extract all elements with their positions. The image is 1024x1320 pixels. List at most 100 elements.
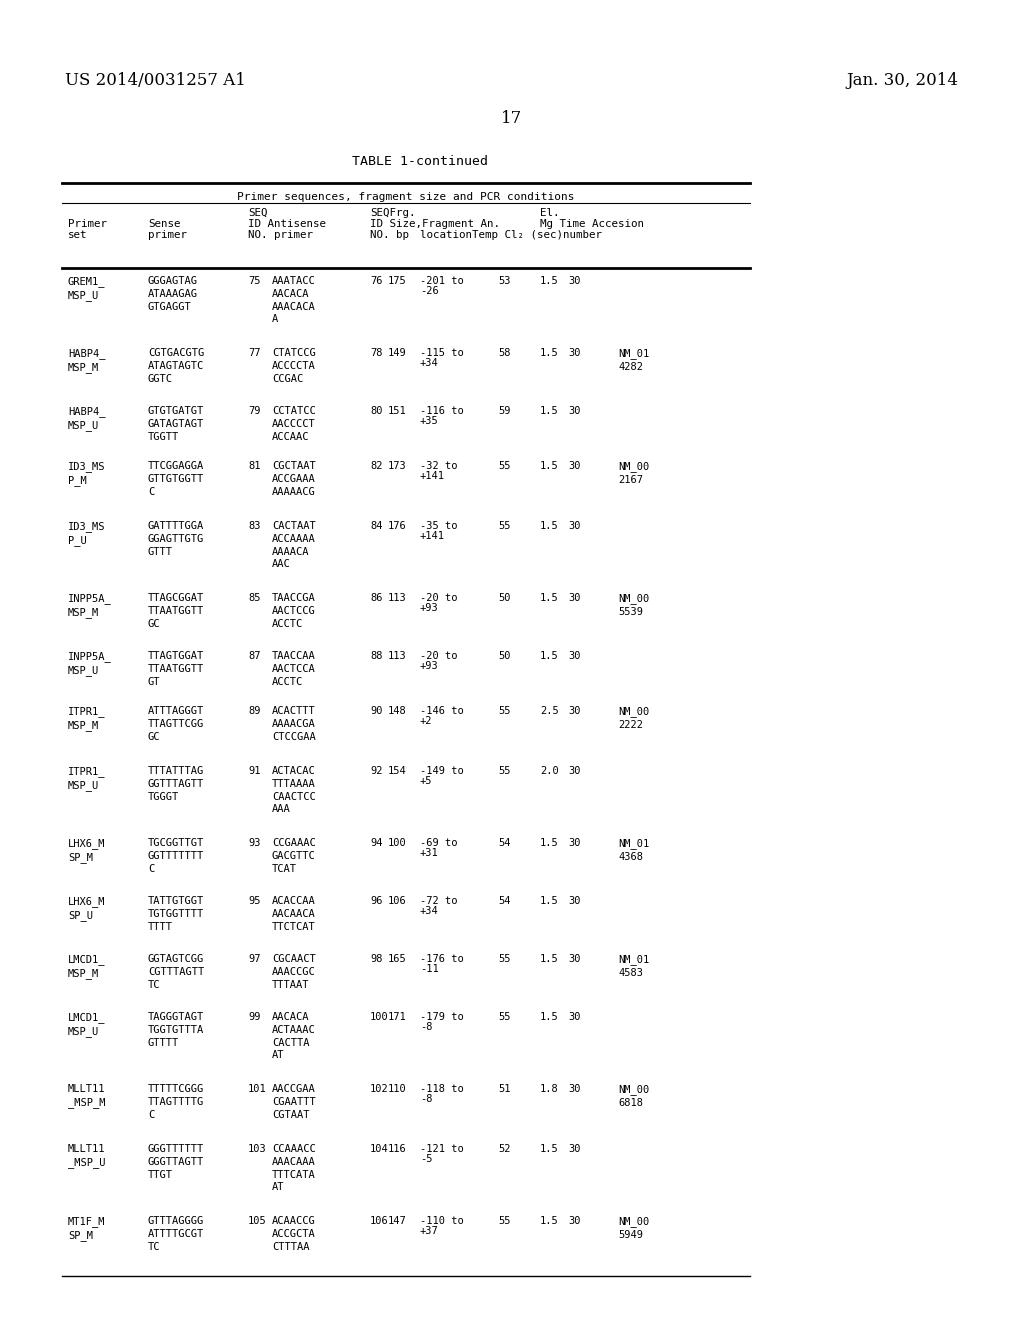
Text: 80: 80: [370, 407, 383, 416]
Text: 55: 55: [498, 1216, 511, 1226]
Text: 55: 55: [498, 766, 511, 776]
Text: CGTGACGTG
ATAGTAGTC
GGTC: CGTGACGTG ATAGTAGTC GGTC: [148, 348, 204, 384]
Text: 176: 176: [388, 521, 407, 531]
Text: CCAAACC
AAACAAA
TTTCATA
AT: CCAAACC AAACAAA TTTCATA AT: [272, 1144, 315, 1192]
Text: 88: 88: [370, 651, 383, 661]
Text: +93: +93: [420, 661, 438, 671]
Text: 78: 78: [370, 348, 383, 358]
Text: ID Antisense: ID Antisense: [248, 219, 326, 228]
Text: -69 to: -69 to: [420, 838, 458, 847]
Text: 94: 94: [370, 838, 383, 847]
Text: 89: 89: [248, 706, 260, 715]
Text: NO. primer: NO. primer: [248, 230, 313, 240]
Text: 147: 147: [388, 1216, 407, 1226]
Text: 102: 102: [370, 1084, 389, 1094]
Text: NM_00
5949: NM_00 5949: [618, 1216, 649, 1239]
Text: 30: 30: [568, 461, 581, 471]
Text: +141: +141: [420, 531, 445, 541]
Text: NM_00
5539: NM_00 5539: [618, 593, 649, 616]
Text: HABP4_
MSP_U: HABP4_ MSP_U: [68, 407, 105, 430]
Text: Jan. 30, 2014: Jan. 30, 2014: [846, 73, 958, 88]
Text: -179 to: -179 to: [420, 1012, 464, 1022]
Text: Mg Time Accesion: Mg Time Accesion: [540, 219, 644, 228]
Text: LMCD1_
MSP_M: LMCD1_ MSP_M: [68, 954, 105, 978]
Text: 154: 154: [388, 766, 407, 776]
Text: LHX6_M
SP_U: LHX6_M SP_U: [68, 896, 105, 920]
Text: 59: 59: [498, 407, 511, 416]
Text: 50: 50: [498, 651, 511, 661]
Text: 1.5: 1.5: [540, 521, 559, 531]
Text: 30: 30: [568, 838, 581, 847]
Text: 50: 50: [498, 593, 511, 603]
Text: 30: 30: [568, 593, 581, 603]
Text: Sense: Sense: [148, 219, 180, 228]
Text: ID3_MS
P_U: ID3_MS P_U: [68, 521, 105, 545]
Text: NM_01
4282: NM_01 4282: [618, 348, 649, 372]
Text: MLLT11
_MSP_U: MLLT11 _MSP_U: [68, 1144, 105, 1168]
Text: 82: 82: [370, 461, 383, 471]
Text: -32 to: -32 to: [420, 461, 458, 471]
Text: 116: 116: [388, 1144, 407, 1154]
Text: 81: 81: [248, 461, 260, 471]
Text: GGGAGTAG
ATAAAGAG
GTGAGGT: GGGAGTAG ATAAAGAG GTGAGGT: [148, 276, 198, 312]
Text: -110 to: -110 to: [420, 1216, 464, 1226]
Text: 106: 106: [370, 1216, 389, 1226]
Text: 30: 30: [568, 521, 581, 531]
Text: +2: +2: [420, 715, 432, 726]
Text: 91: 91: [248, 766, 260, 776]
Text: GGGTTTTTT
GGGTTAGTT
TTGT: GGGTTTTTT GGGTTAGTT TTGT: [148, 1144, 204, 1180]
Text: -20 to: -20 to: [420, 651, 458, 661]
Text: 99: 99: [248, 1012, 260, 1022]
Text: LMCD1_
MSP_U: LMCD1_ MSP_U: [68, 1012, 105, 1036]
Text: 110: 110: [388, 1084, 407, 1094]
Text: 2.5: 2.5: [540, 706, 559, 715]
Text: 84: 84: [370, 521, 383, 531]
Text: AACACA
ACTAAAC
CACTTA
AT: AACACA ACTAAAC CACTTA AT: [272, 1012, 315, 1060]
Text: -8: -8: [420, 1094, 432, 1104]
Text: AACCGAA
CGAATTT
CGTAAT: AACCGAA CGAATTT CGTAAT: [272, 1084, 315, 1119]
Text: 30: 30: [568, 276, 581, 286]
Text: 54: 54: [498, 896, 511, 906]
Text: ACTACAC
TTTAAAA
CAACTCC
AAA: ACTACAC TTTAAAA CAACTCC AAA: [272, 766, 315, 814]
Text: 30: 30: [568, 1144, 581, 1154]
Text: 92: 92: [370, 766, 383, 776]
Text: -118 to: -118 to: [420, 1084, 464, 1094]
Text: Primer: Primer: [68, 219, 106, 228]
Text: CGCAACT
AAACCGC
TTTAAT: CGCAACT AAACCGC TTTAAT: [272, 954, 315, 990]
Text: TGCGGTTGT
GGTTTTTTT
C: TGCGGTTGT GGTTTTTTT C: [148, 838, 204, 874]
Text: HABP4_
MSP_M: HABP4_ MSP_M: [68, 348, 105, 372]
Text: 30: 30: [568, 407, 581, 416]
Text: 58: 58: [498, 348, 511, 358]
Text: 55: 55: [498, 706, 511, 715]
Text: LHX6_M
SP_M: LHX6_M SP_M: [68, 838, 105, 862]
Text: 55: 55: [498, 1012, 511, 1022]
Text: +31: +31: [420, 847, 438, 858]
Text: -115 to: -115 to: [420, 348, 464, 358]
Text: 105: 105: [248, 1216, 266, 1226]
Text: 171: 171: [388, 1012, 407, 1022]
Text: ITPR1_
MSP_U: ITPR1_ MSP_U: [68, 766, 105, 791]
Text: INPP5A_
MSP_M: INPP5A_ MSP_M: [68, 593, 112, 618]
Text: 51: 51: [498, 1084, 511, 1094]
Text: GTGTGATGT
GATAGTAGT
TGGTT: GTGTGATGT GATAGTAGT TGGTT: [148, 407, 204, 442]
Text: +141: +141: [420, 471, 445, 480]
Text: -72 to: -72 to: [420, 896, 458, 906]
Text: -11: -11: [420, 964, 438, 974]
Text: 1.5: 1.5: [540, 1216, 559, 1226]
Text: NM_00
2167: NM_00 2167: [618, 461, 649, 484]
Text: 101: 101: [248, 1084, 266, 1094]
Text: SEQFrg.: SEQFrg.: [370, 209, 416, 218]
Text: 100: 100: [388, 838, 407, 847]
Text: CTATCCG
ACCCCTA
CCGAC: CTATCCG ACCCCTA CCGAC: [272, 348, 315, 384]
Text: 83: 83: [248, 521, 260, 531]
Text: 148: 148: [388, 706, 407, 715]
Text: 1.5: 1.5: [540, 651, 559, 661]
Text: 2.0: 2.0: [540, 766, 559, 776]
Text: 93: 93: [248, 838, 260, 847]
Text: TATTGTGGT
TGTGGTTTT
TTTT: TATTGTGGT TGTGGTTTT TTTT: [148, 896, 204, 932]
Text: +5: +5: [420, 776, 432, 785]
Text: 98: 98: [370, 954, 383, 964]
Text: 95: 95: [248, 896, 260, 906]
Text: 151: 151: [388, 407, 407, 416]
Text: CCTATCC
AACCCCT
ACCAAC: CCTATCC AACCCCT ACCAAC: [272, 407, 315, 442]
